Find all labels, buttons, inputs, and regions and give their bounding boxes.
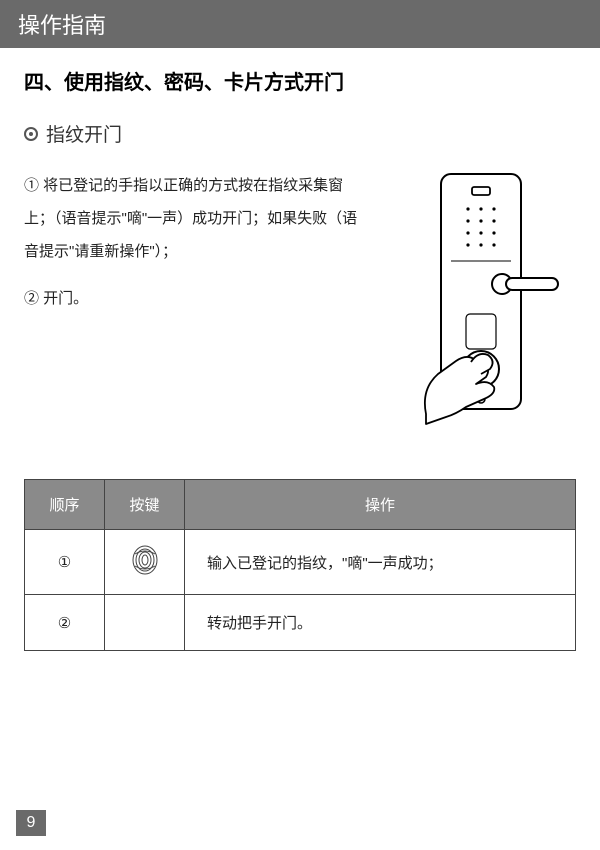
- page-number-value: 9: [27, 814, 36, 832]
- table-row: ① 输入已登记的指纹: [25, 530, 576, 595]
- fingerprint-icon: [131, 544, 159, 576]
- instruction-step-2: ② 开门。: [24, 282, 366, 315]
- cell-operation: 输入已登记的指纹，"嘀"一声成功；: [185, 530, 576, 595]
- door-lock-illustration: [396, 169, 566, 429]
- steps-table: 顺序 按键 操作 ①: [24, 479, 576, 651]
- illustration-column: [386, 169, 576, 429]
- content-area: 四、使用指纹、密码、卡片方式开门 指纹开门 ① 将已登记的手指以正确的方式按在指…: [0, 48, 600, 651]
- th-operation: 操作: [185, 480, 576, 530]
- instruction-step-1: ① 将已登记的手指以正确的方式按在指纹采集窗上；（语音提示"嘀"一声）成功开门；…: [24, 169, 366, 268]
- cell-key: [105, 595, 185, 651]
- cell-order: ①: [25, 530, 105, 595]
- subsection-heading: 指纹开门: [24, 120, 576, 147]
- table-row: ② 转动把手开门。: [25, 595, 576, 651]
- page-header: 操作指南: [0, 0, 600, 48]
- steps-table-wrap: 顺序 按键 操作 ①: [24, 479, 576, 651]
- subsection-title: 指纹开门: [46, 120, 122, 147]
- header-title: 操作指南: [18, 13, 106, 38]
- cell-key: [105, 530, 185, 595]
- section-title: 四、使用指纹、密码、卡片方式开门: [24, 66, 576, 95]
- cell-operation: 转动把手开门。: [185, 595, 576, 651]
- bullet-icon: [24, 127, 38, 141]
- th-key: 按键: [105, 480, 185, 530]
- page-number: 9: [16, 810, 46, 836]
- instruction-text: ① 将已登记的手指以正确的方式按在指纹采集窗上；（语音提示"嘀"一声）成功开门；…: [24, 169, 366, 429]
- th-order: 顺序: [25, 480, 105, 530]
- body-area: ① 将已登记的手指以正确的方式按在指纹采集窗上；（语音提示"嘀"一声）成功开门；…: [24, 169, 576, 429]
- table-header-row: 顺序 按键 操作: [25, 480, 576, 530]
- cell-order: ②: [25, 595, 105, 651]
